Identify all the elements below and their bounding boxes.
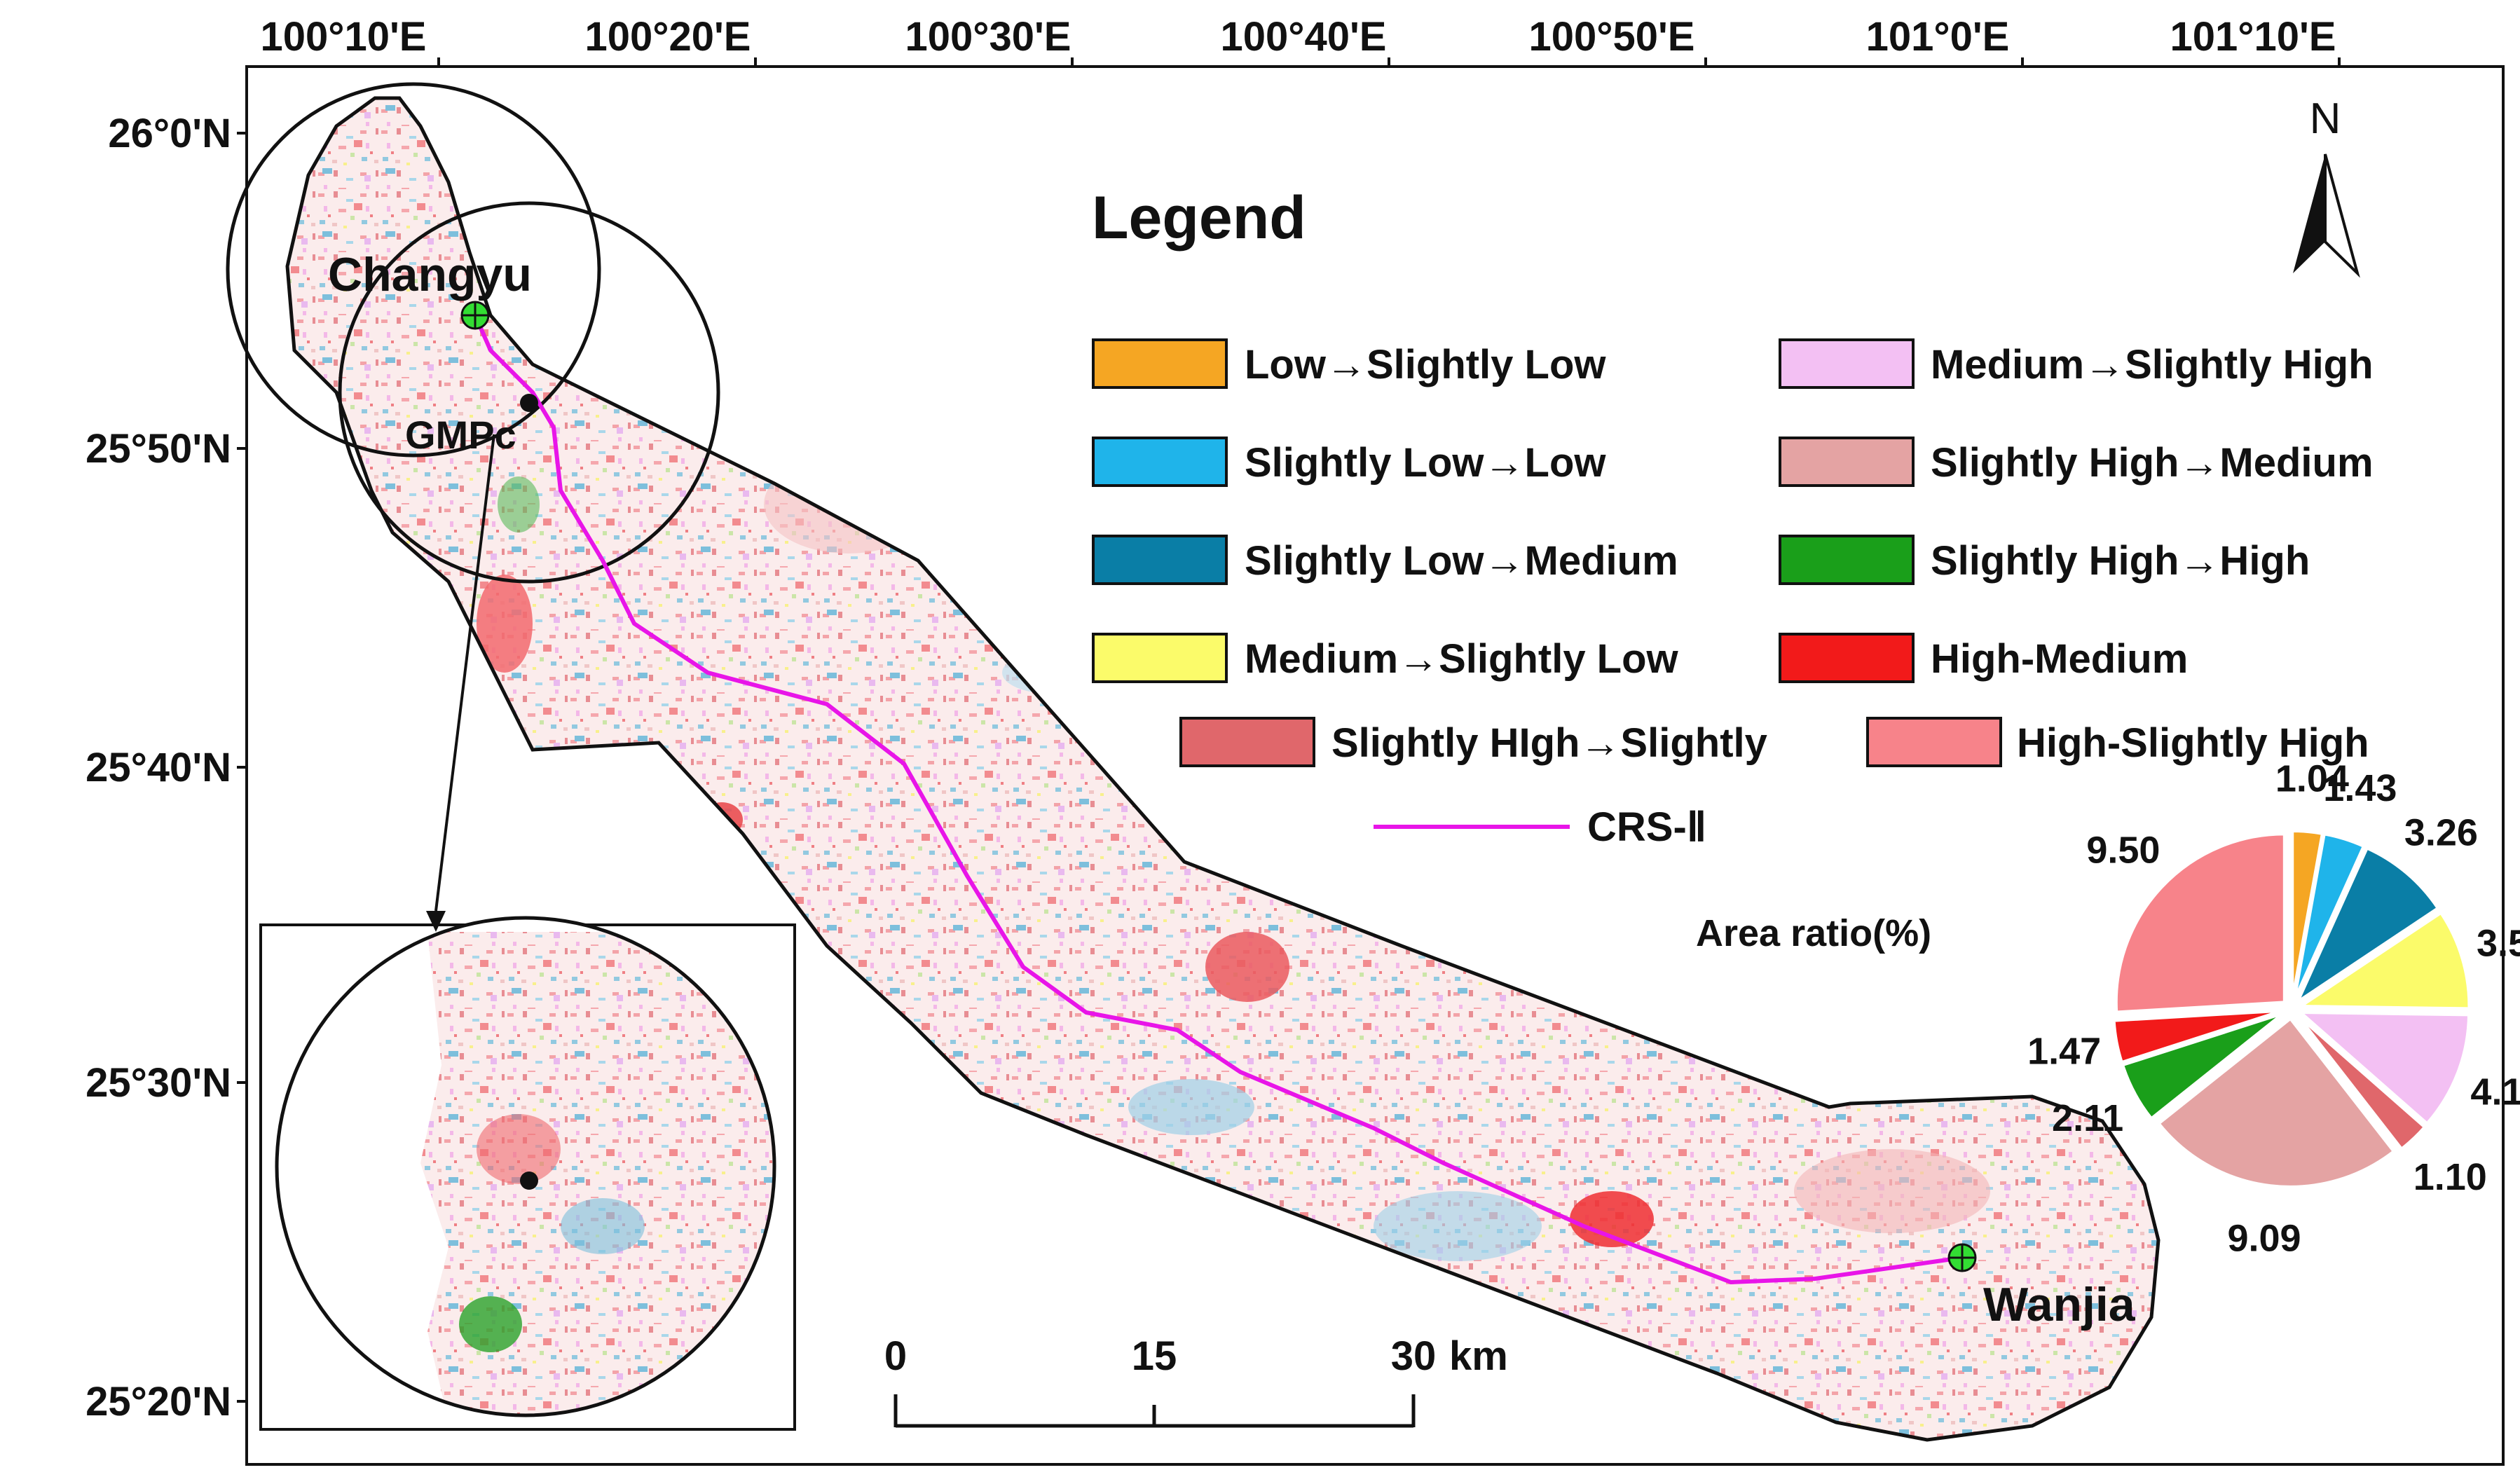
- pie-slice: [2296, 1010, 2471, 1126]
- pie-slice: [2293, 832, 2366, 1001]
- lat-label: 25°30'N: [85, 1060, 231, 1106]
- legend-swatch: [1779, 437, 1915, 487]
- legend-title: Legend: [1092, 184, 1306, 252]
- lon-label: 100°50'E: [1529, 14, 1695, 60]
- inset-raster: [277, 918, 774, 1415]
- changyu-label: Changyu: [328, 248, 532, 301]
- changyu-marker: [460, 301, 490, 330]
- legend: Legend Low→Slightly Low Slightly Low→Low…: [1092, 184, 2374, 850]
- pie-slice: [2291, 830, 2324, 1000]
- pie-slice: [2296, 911, 2471, 1010]
- scale-tick-label: 30: [1391, 1333, 1437, 1379]
- scale-bar: 0 15 30 km: [884, 1333, 1508, 1428]
- pie-slice: [2114, 832, 2286, 1014]
- legend-route-label: CRS-Ⅱ: [1587, 804, 1706, 850]
- pie-value-label: 3.26: [2404, 811, 2478, 853]
- legend-label: High-Medium: [1931, 636, 2188, 682]
- pie-value-label: 9.09: [2227, 1218, 2301, 1260]
- gmpc-buffer-circle: [338, 201, 720, 584]
- legend-swatch: [1779, 338, 1915, 389]
- legend-label: Slightly Low→Low: [1245, 440, 1606, 486]
- longitude-labels: 100°10'E 100°20'E 100°30'E 100°40'E 100°…: [261, 14, 2336, 60]
- legend-label: Slightly HIgh→Slightly: [1331, 720, 1767, 766]
- pie-slice: [2294, 846, 2440, 1005]
- inset-gmpc-point: [520, 1172, 538, 1190]
- legend-swatch: [1779, 535, 1915, 585]
- lon-label: 100°10'E: [261, 14, 427, 60]
- pie-slice: [2297, 1015, 2427, 1151]
- route-line: [473, 314, 1963, 1285]
- latitude-labels: 26°0'N 25°50'N 25°40'N 25°30'N 25°20'N: [85, 111, 231, 1424]
- legend-swatch: [1179, 717, 1315, 767]
- pie-value-label: 2.11: [2052, 1097, 2123, 1139]
- legend-label: Medium→Slightly Low: [1245, 636, 1679, 682]
- pie-value-label: 3.51: [2477, 923, 2520, 965]
- legend-label: Slightly High→Medium: [1931, 440, 2374, 486]
- pie-slice: [2112, 1009, 2282, 1064]
- scale-unit-label: km: [1449, 1333, 1508, 1379]
- svg-text:N: N: [2310, 95, 2341, 143]
- lon-label: 101°0'E: [1866, 14, 2010, 60]
- inset-connector: [434, 434, 495, 912]
- wanjia-label: Wanjia: [1983, 1278, 2136, 1331]
- lat-label: 25°50'N: [85, 426, 231, 472]
- pie-value-label: 4.12: [2470, 1071, 2520, 1113]
- legend-swatch: [1092, 437, 1228, 487]
- lat-label: 25°20'N: [85, 1379, 231, 1424]
- lon-label: 100°20'E: [585, 14, 751, 60]
- lon-label: 101°10'E: [2170, 14, 2336, 60]
- lat-label: 26°0'N: [108, 111, 231, 156]
- legend-swatch: [1092, 338, 1228, 389]
- lon-label: 100°40'E: [1221, 14, 1387, 60]
- lat-label: 25°40'N: [85, 745, 231, 790]
- legend-label: High-Slightly High: [2017, 720, 2369, 766]
- gmpc-label: GMPc: [405, 413, 516, 457]
- legend-swatch: [1092, 535, 1228, 585]
- legend-label: Medium→Slightly High: [1931, 342, 2374, 387]
- inset-circle: [275, 916, 776, 1417]
- inset-connector-arrowhead: [426, 911, 446, 932]
- pie-slice: [2156, 1017, 2396, 1188]
- scale-tick-label: 0: [884, 1333, 907, 1379]
- pie-value-label: 1.43: [2323, 767, 2397, 809]
- legend-label: Low→Slightly Low: [1245, 342, 1606, 387]
- graticule-ticks: [237, 57, 2341, 1403]
- legend-swatch: [1092, 633, 1228, 683]
- legend-swatch: [1866, 717, 2002, 767]
- scale-tick-label: 15: [1132, 1333, 1177, 1379]
- changyu-buffer-circle: [226, 82, 601, 458]
- legend-label: Slightly Low→Medium: [1245, 538, 1678, 584]
- gmpc-point: [520, 394, 538, 412]
- pie-title: Area ratio(%): [1696, 912, 1931, 954]
- lon-label: 100°30'E: [905, 14, 1071, 60]
- pie-value-label: 1.10: [2413, 1156, 2487, 1198]
- pie-slice: [2121, 1012, 2284, 1120]
- pie-value-label: 9.50: [2086, 830, 2160, 872]
- area-ratio-pie: 1.041.433.26 3.51 4.12 1.10 9.09 2.11 1.47 9.50: [2027, 757, 2520, 1259]
- north-arrow: N: [2293, 95, 2360, 278]
- wanjia-marker: [1947, 1243, 1977, 1272]
- pie-value-label: 1.47: [2027, 1031, 2101, 1073]
- pie-value-label: 1.04: [2275, 757, 2349, 799]
- legend-swatch: [1779, 633, 1915, 683]
- legend-label: Slightly High→High: [1931, 538, 2310, 584]
